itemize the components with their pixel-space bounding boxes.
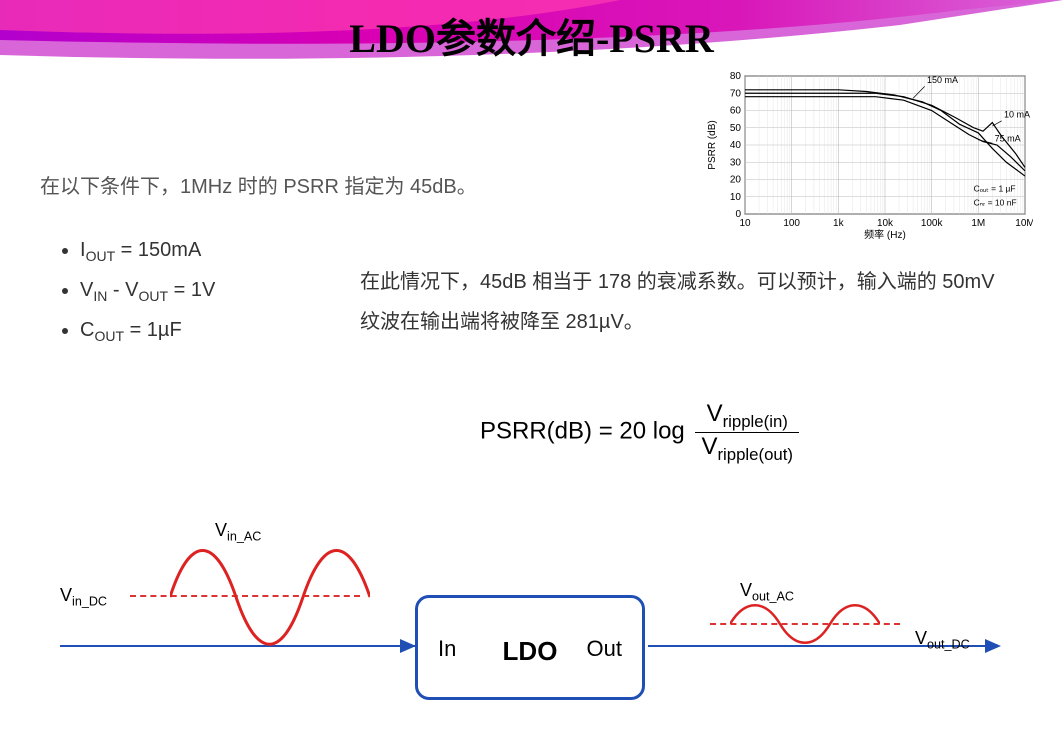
- svg-text:Cₙᵣ = 10 nF: Cₙᵣ = 10 nF: [974, 197, 1017, 207]
- page-title: LDO参数介绍-PSRR: [0, 6, 1063, 64]
- svg-text:150 mA: 150 mA: [927, 75, 958, 85]
- svg-text:频率 (Hz): 频率 (Hz): [864, 228, 906, 240]
- vout-ac-wave: [730, 602, 880, 646]
- svg-text:Cₒᵤₜ = 1 µF: Cₒᵤₜ = 1 µF: [974, 184, 1016, 194]
- bullet-iout: IOUT = 150mA: [80, 230, 215, 270]
- svg-text:10: 10: [730, 192, 742, 203]
- svg-text:30: 30: [730, 157, 742, 168]
- conditions-list: IOUT = 150mA VIN - VOUT = 1V COUT = 1µF: [60, 230, 215, 350]
- vout-ac-label: Vout_AC: [740, 580, 794, 604]
- ldo-block: In LDO Out: [415, 595, 645, 700]
- vout-dc-label: Vout_DC: [915, 628, 970, 652]
- svg-text:PSRR (dB): PSRR (dB): [707, 120, 718, 169]
- vin-ac-wave: [170, 545, 370, 650]
- input-arrow: [400, 639, 416, 653]
- svg-text:100: 100: [783, 218, 800, 229]
- svg-text:40: 40: [730, 140, 742, 151]
- svg-text:20: 20: [730, 175, 742, 186]
- output-arrow: [985, 639, 1001, 653]
- bullet-cout: COUT = 1µF: [80, 310, 215, 350]
- svg-text:70: 70: [730, 88, 742, 99]
- svg-text:75 mA: 75 mA: [995, 134, 1021, 144]
- explanation-text: 在此情况下，45dB 相当于 178 的衰减系数。可以预计，输入端的 50mV …: [360, 262, 1020, 342]
- svg-text:60: 60: [730, 106, 742, 117]
- svg-text:10M: 10M: [1015, 218, 1033, 229]
- ldo-diagram: In LDO Out Vin_AC Vin_DC Vout_AC Vout_DC: [60, 490, 1020, 720]
- svg-text:1M: 1M: [971, 218, 985, 229]
- psrr-graph: 01020304050607080101001k10k100k1M10M频率 (…: [703, 70, 1033, 240]
- svg-text:50: 50: [730, 123, 742, 134]
- svg-text:10 mA: 10 mA: [1004, 109, 1030, 119]
- svg-text:1k: 1k: [833, 218, 845, 229]
- svg-text:10k: 10k: [877, 218, 894, 229]
- svg-text:80: 80: [730, 71, 742, 82]
- vin-ac-label: Vin_AC: [215, 520, 261, 544]
- psrr-formula: PSRR(dB) = 20 log Vripple(in) Vripple(ou…: [480, 400, 799, 465]
- svg-text:100k: 100k: [921, 218, 944, 229]
- intro-text: 在以下条件下，1MHz 时的 PSRR 指定为 45dB。: [40, 170, 477, 199]
- bullet-vin-vout: VIN - VOUT = 1V: [80, 270, 215, 310]
- svg-text:10: 10: [739, 218, 751, 229]
- vin-dc-label: Vin_DC: [60, 585, 107, 609]
- ldo-out-label: Out: [587, 636, 622, 662]
